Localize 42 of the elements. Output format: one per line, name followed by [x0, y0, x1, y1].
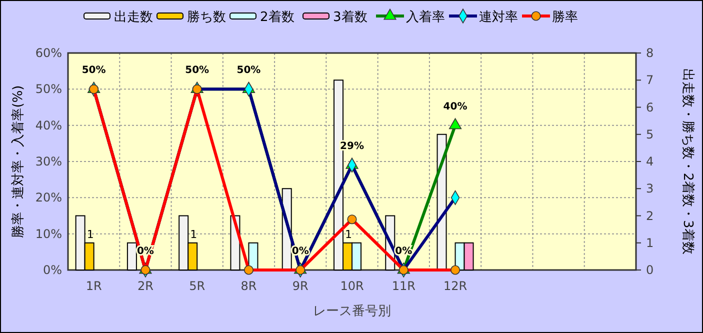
- legend-label: 勝ち数: [187, 10, 226, 25]
- x-tick-label: 5R: [189, 279, 206, 293]
- legend-label: 出走数: [114, 10, 153, 25]
- legend-label: 3着数: [333, 9, 368, 25]
- data-label: 50%: [82, 65, 106, 76]
- x-tick-label: 9R: [292, 279, 308, 293]
- data-label: 40%: [443, 101, 468, 112]
- y-tick-label: 10%: [35, 226, 62, 241]
- y2-tick-label: 0: [646, 263, 654, 277]
- y-tick-label: 60%: [35, 46, 62, 60]
- legend-label: 勝率: [552, 9, 578, 25]
- y-tick-label: 0%: [42, 263, 62, 277]
- y-tick-label: 20%: [35, 190, 62, 205]
- y-tick-label: 50%: [35, 82, 62, 96]
- y2-tick-label: 1: [646, 236, 654, 250]
- y-tick-label: 30%: [35, 154, 62, 168]
- y2-tick-label: 3: [646, 182, 654, 196]
- y2-tick-label: 5: [646, 127, 654, 142]
- x-tick-label: 2R: [137, 279, 154, 293]
- y2-axis-title: 出走数・勝ち数・2着数・3着数: [680, 68, 696, 254]
- data-label: 50%: [236, 65, 261, 76]
- data-label: 1: [86, 228, 94, 241]
- y2-tick-label: 4: [646, 154, 654, 168]
- data-label: 1: [345, 228, 352, 241]
- x-tick-label: 12R: [443, 279, 468, 293]
- x-axis-title: レース番号別: [313, 304, 391, 319]
- legend-label: 連対率: [479, 9, 518, 25]
- y2-tick-label: 7: [646, 73, 654, 88]
- y2-tick-label: 2: [646, 208, 654, 223]
- data-label: 50%: [185, 65, 210, 76]
- x-tick-label: 11R: [392, 279, 416, 293]
- y2-tick-label: 6: [646, 100, 654, 114]
- x-tick-label: 8R: [240, 279, 257, 293]
- x-tick-label: 10R: [340, 279, 364, 293]
- legend-label: 2着数: [260, 9, 294, 25]
- x-tick-label: 1R: [86, 279, 102, 293]
- legend-label: 入着率: [406, 9, 445, 25]
- y2-tick-label: 8: [646, 46, 654, 60]
- y-axis-title: 勝率・連対率・入着率(%): [10, 85, 26, 238]
- bar: [126, 242, 137, 270]
- y-tick-label: 40%: [35, 118, 62, 132]
- data-label: 1: [190, 228, 198, 241]
